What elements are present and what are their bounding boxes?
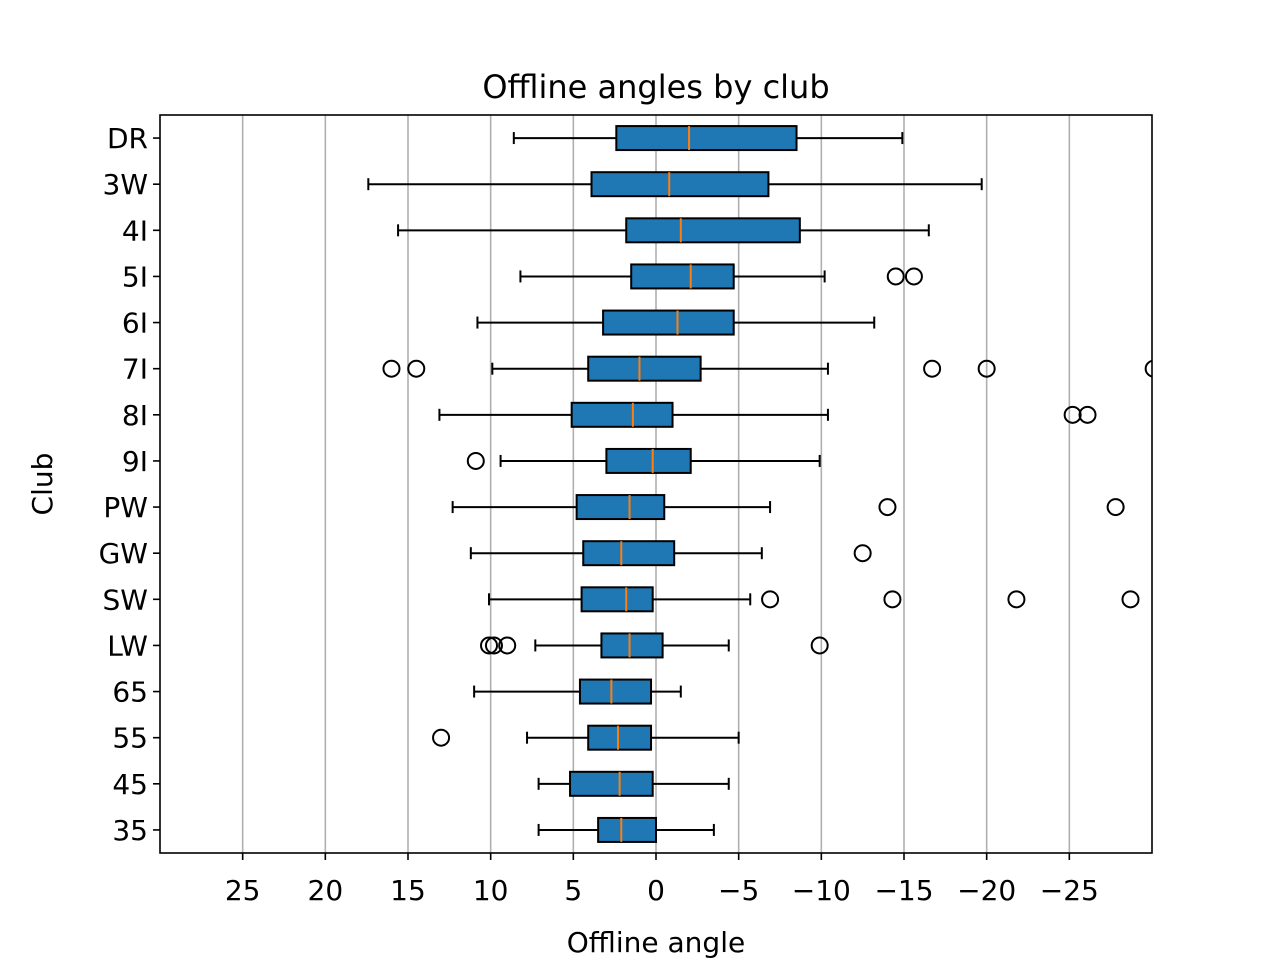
- box: [582, 540, 676, 567]
- outlier: [480, 636, 499, 655]
- x-tick-label: −20: [957, 874, 1016, 907]
- x-tick-label: −15: [874, 874, 933, 907]
- outlier: [407, 359, 426, 378]
- box: [600, 632, 664, 659]
- outlier: [923, 359, 942, 378]
- outlier: [977, 359, 996, 378]
- box: [590, 171, 770, 198]
- y-axis-label: Club: [26, 453, 59, 516]
- y-tick-label: LW: [107, 629, 148, 662]
- y-tick-label: 45: [112, 768, 148, 801]
- outlier: [466, 451, 485, 470]
- box: [605, 447, 692, 474]
- axes: 25 20 15 10 5 0 −5 −10 −15 −20 −25 DR 3W 4I 5I 6I 7I 8I 9I…: [99, 122, 1099, 907]
- y-tick-label: 55: [112, 722, 148, 755]
- y-tick-label: 6I: [122, 307, 148, 340]
- y-tick-label: 3W: [103, 168, 149, 201]
- x-tick-label: −10: [792, 874, 851, 907]
- y-tick-label: GW: [99, 537, 148, 570]
- box: [615, 125, 798, 152]
- box: [587, 355, 702, 382]
- outlier: [382, 359, 401, 378]
- box: [580, 586, 654, 613]
- box: [630, 263, 735, 290]
- x-tick-label: 15: [390, 874, 426, 907]
- outlier: [904, 267, 923, 286]
- outlier: [498, 636, 517, 655]
- x-tick-label: 25: [225, 874, 261, 907]
- outlier: [886, 267, 905, 286]
- box: [578, 678, 653, 705]
- y-tick-label: DR: [107, 122, 148, 155]
- plot-marks: [367, 125, 1152, 843]
- y-tick-label: 9I: [122, 445, 148, 478]
- box: [587, 724, 653, 751]
- plot-frame: [159, 114, 1153, 854]
- box: [570, 401, 674, 428]
- x-tick-label: 5: [564, 874, 582, 907]
- outlier: [883, 590, 902, 609]
- outlier: [1007, 590, 1026, 609]
- x-tick-label: −25: [1040, 874, 1099, 907]
- outlier: [1106, 498, 1125, 517]
- outlier: [484, 636, 503, 655]
- outlier: [432, 728, 451, 747]
- y-tick-label: 35: [112, 814, 148, 847]
- outlier: [1078, 405, 1097, 424]
- y-tick-label: PW: [103, 491, 148, 524]
- x-tick-label: 20: [308, 874, 344, 907]
- box: [569, 770, 654, 797]
- y-tick-label: 7I: [122, 353, 148, 386]
- outlier: [761, 590, 780, 609]
- x-axis-label: Offline angle: [567, 926, 745, 959]
- outlier: [810, 636, 829, 655]
- outlier: [853, 544, 872, 563]
- y-tick-label: 5I: [122, 260, 148, 293]
- outlier: [878, 498, 897, 517]
- box: [575, 494, 666, 521]
- y-tick-label: 65: [112, 676, 148, 709]
- x-tick-label: 0: [647, 874, 665, 907]
- x-tick-label: −5: [718, 874, 759, 907]
- box: [597, 816, 658, 843]
- outlier: [1144, 359, 1152, 378]
- y-tick-label: 4I: [122, 214, 148, 247]
- x-tick-label: 10: [473, 874, 509, 907]
- y-tick-label: 8I: [122, 399, 148, 432]
- chart-title: Offline angles by club: [482, 68, 829, 106]
- outlier: [1063, 405, 1082, 424]
- box: [602, 309, 735, 336]
- box: [625, 217, 801, 244]
- y-tick-label: SW: [103, 583, 148, 616]
- grid: [241, 115, 1071, 853]
- outlier: [1121, 590, 1140, 609]
